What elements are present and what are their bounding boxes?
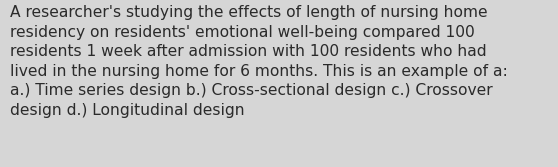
Text: A researcher's studying the effects of length of nursing home
residency on resid: A researcher's studying the effects of l… [10, 5, 508, 118]
